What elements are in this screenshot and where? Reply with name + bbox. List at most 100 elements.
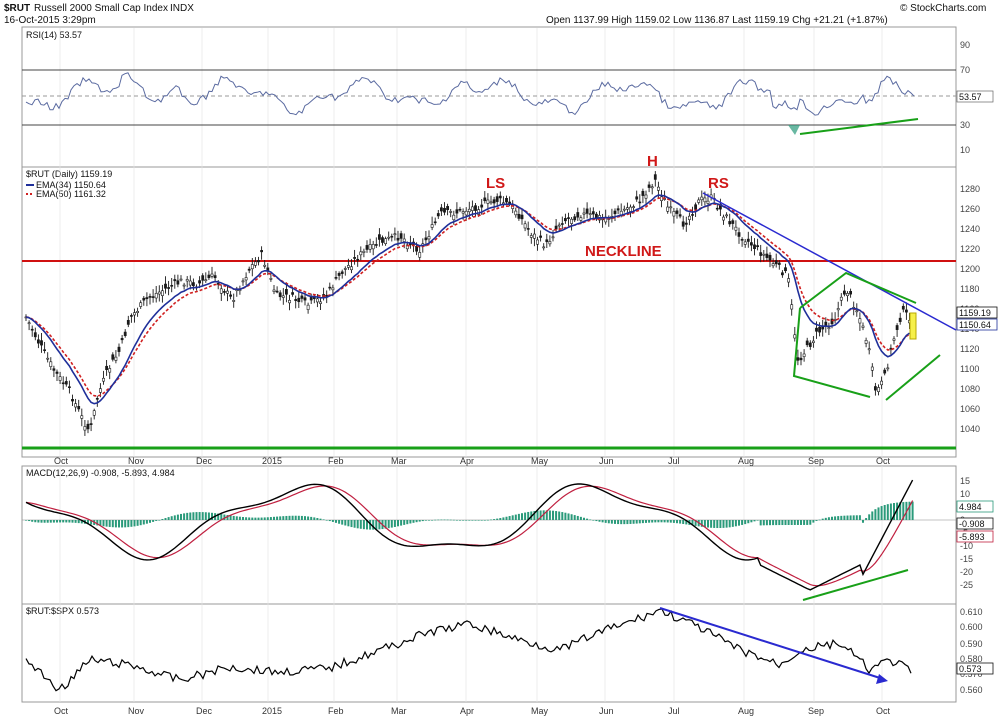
price-bar: [483, 197, 487, 202]
macd-hist-bar: [803, 520, 806, 525]
x-tick-label: Aug: [738, 456, 754, 466]
macd-hist-bar: [102, 520, 105, 527]
macd-hist-bar: [756, 520, 759, 521]
macd-hist-bar: [858, 515, 861, 520]
price-bar: [722, 216, 725, 221]
ratio-panel: [21, 603, 957, 703]
price-bar: [396, 237, 400, 241]
price-bar: [241, 280, 245, 283]
macd-hist-bar: [238, 516, 241, 520]
macd-hist-bar: [266, 517, 269, 520]
macd-hist-bar: [539, 510, 542, 520]
price-bar: [133, 312, 136, 316]
price-bar: [443, 207, 446, 213]
ema34-label: EMA(34) 1150.64: [36, 180, 106, 190]
macd-panel: [21, 465, 957, 605]
macd-hist-bar: [871, 511, 874, 520]
macd-hist-bar: [80, 520, 83, 524]
macd-hist-bar: [641, 520, 644, 524]
price-bar: [656, 186, 660, 191]
macd-hist-bar: [40, 520, 43, 523]
macd-hist-badge: 4.984: [956, 500, 994, 513]
price-bar: [439, 207, 443, 212]
price-bar: [632, 206, 636, 208]
x-tick-label: Aug: [738, 706, 754, 716]
price-bar: [105, 365, 109, 370]
macd-divergence-line: [802, 569, 909, 601]
macd-hist-bar: [886, 504, 889, 520]
ratio-trend-line: [659, 607, 881, 679]
price-bar: [418, 252, 422, 258]
price-bar: [759, 252, 763, 256]
price-bar: [126, 319, 130, 325]
rsi-tick: 70: [960, 65, 970, 75]
macd-hist-bar: [465, 520, 468, 521]
rsi-label: RSI(14) 53.57: [26, 30, 82, 40]
macd-hist-bar: [440, 519, 443, 521]
macd-hist-bar: [204, 512, 207, 520]
price-tick: 1060: [960, 404, 980, 414]
price-bar: [92, 410, 96, 416]
macd-hist-bar: [490, 519, 492, 521]
macd-hist-bar: [666, 520, 669, 523]
macd-hist-bar: [52, 520, 55, 523]
macd-hist-bar: [617, 520, 620, 525]
macd-hist-bar: [592, 520, 595, 521]
macd-hist-bar: [517, 513, 520, 520]
macd-hist-bar: [747, 520, 750, 524]
price-bar: [480, 204, 484, 208]
x-axis-top: Oct Nov Dec 2015 Feb Mar Apr May Jun Jul Aug Sep Oct: [54, 456, 891, 466]
macd-hist-bar: [46, 520, 49, 523]
price-bar: [393, 233, 397, 236]
x-tick-label: Dec: [196, 456, 213, 466]
macd-hist-bar: [753, 520, 756, 522]
macd-hist-bar: [74, 520, 77, 523]
price-bar: [867, 348, 871, 351]
price-bar: [114, 356, 118, 361]
macd-hist-bar: [384, 520, 387, 529]
x-tick-label: Jul: [668, 456, 680, 466]
price-bar: [58, 376, 62, 381]
macd-hist-bar: [607, 520, 610, 524]
macd-hist-bar: [846, 515, 849, 520]
price-bar: [390, 235, 394, 238]
macd-hist-bar: [710, 520, 713, 528]
macd-hist-bar: [331, 520, 334, 522]
price-bar: [27, 322, 31, 325]
price-bar: [154, 293, 158, 299]
macd-hist-bar: [276, 516, 279, 520]
macd-hist-bar: [325, 520, 328, 521]
macd-hist-bar: [28, 520, 31, 522]
macd-hist-bar: [462, 520, 465, 521]
macd-hist-bar: [496, 518, 499, 520]
macd-hist-bar: [521, 513, 523, 520]
macd-hist-bar: [198, 512, 201, 520]
rebound-line: [885, 354, 941, 401]
x-tick-label: Nov: [128, 706, 145, 716]
price-bar: [185, 279, 189, 282]
macd-hist-bar: [459, 520, 461, 521]
price-bar: [650, 186, 654, 189]
macd-hist-bar: [824, 517, 827, 520]
price-bar: [387, 236, 391, 239]
macd-hist-bar: [722, 520, 725, 528]
price-bar: [582, 212, 586, 215]
price-bar: [263, 264, 267, 267]
macd-hist-bar: [211, 512, 213, 520]
macd-hist-bar: [353, 520, 356, 528]
macd-hist-bar: [552, 510, 554, 520]
macd-hist-bar: [56, 520, 58, 523]
macd-hist-bar: [108, 520, 111, 527]
macd-hist-bar: [573, 515, 576, 520]
price-bar: [461, 211, 465, 214]
macd-hist-bar: [375, 520, 378, 530]
price-bar: [71, 399, 74, 402]
macd-hist-bar: [167, 517, 170, 520]
macd-hist-bar: [400, 520, 403, 526]
price-bar: [89, 423, 93, 425]
price-bar: [532, 233, 536, 239]
macd-hist-bar: [59, 520, 62, 523]
price-bar: [272, 289, 276, 292]
macd-hist-bar: [387, 520, 390, 529]
price-bar: [102, 377, 105, 382]
